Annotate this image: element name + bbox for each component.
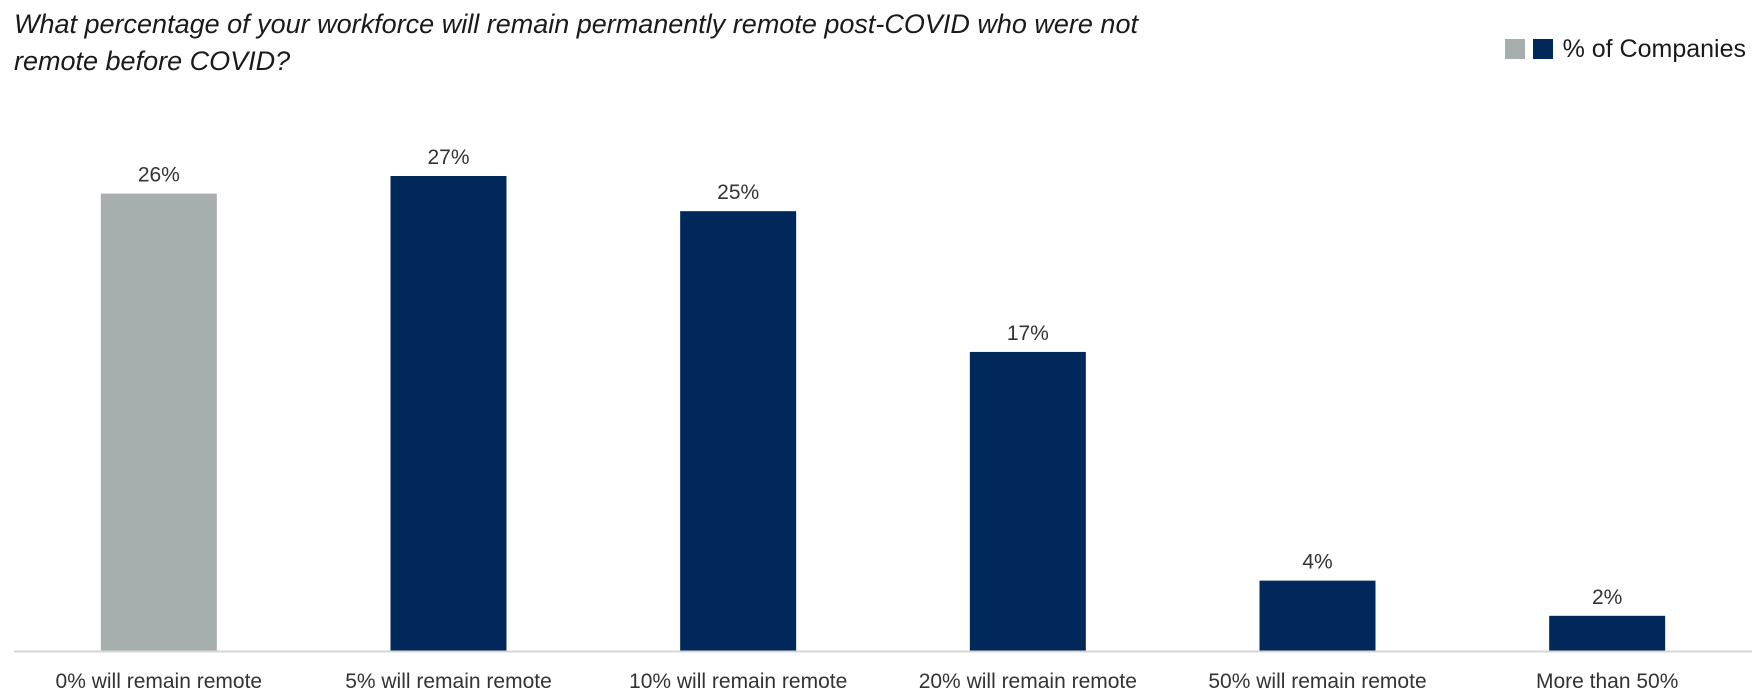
legend-label: % of Companies: [1562, 35, 1746, 63]
category-label-5: More than 50%: [1536, 670, 1678, 693]
bar-3: [969, 351, 1086, 651]
data-label-2: 25%: [717, 181, 759, 204]
bar-4: [1259, 580, 1376, 651]
bar-5: [1549, 615, 1666, 651]
legend-swatch-navy: [1532, 39, 1553, 59]
category-label-4: 50% will remain remote: [1208, 670, 1426, 693]
chart-title: What percentage of your workforce will r…: [14, 9, 1138, 76]
bar-0: [100, 193, 217, 651]
data-label-5: 2%: [1592, 586, 1622, 609]
legend: % of Companies: [1504, 35, 1746, 63]
category-label-1: 5% will remain remote: [345, 670, 552, 693]
data-label-4: 4%: [1302, 551, 1332, 574]
data-label-3: 17%: [1007, 322, 1049, 345]
category-label-3: 20% will remain remote: [919, 670, 1137, 693]
category-label-2: 10% will remain remote: [629, 670, 847, 693]
data-label-1: 27%: [427, 146, 469, 169]
category-label-0: 0% will remain remote: [56, 670, 263, 693]
data-label-0: 26%: [138, 164, 180, 187]
bar-2: [680, 211, 797, 651]
legend-swatch-grey: [1504, 39, 1525, 59]
bar-1: [390, 176, 507, 651]
